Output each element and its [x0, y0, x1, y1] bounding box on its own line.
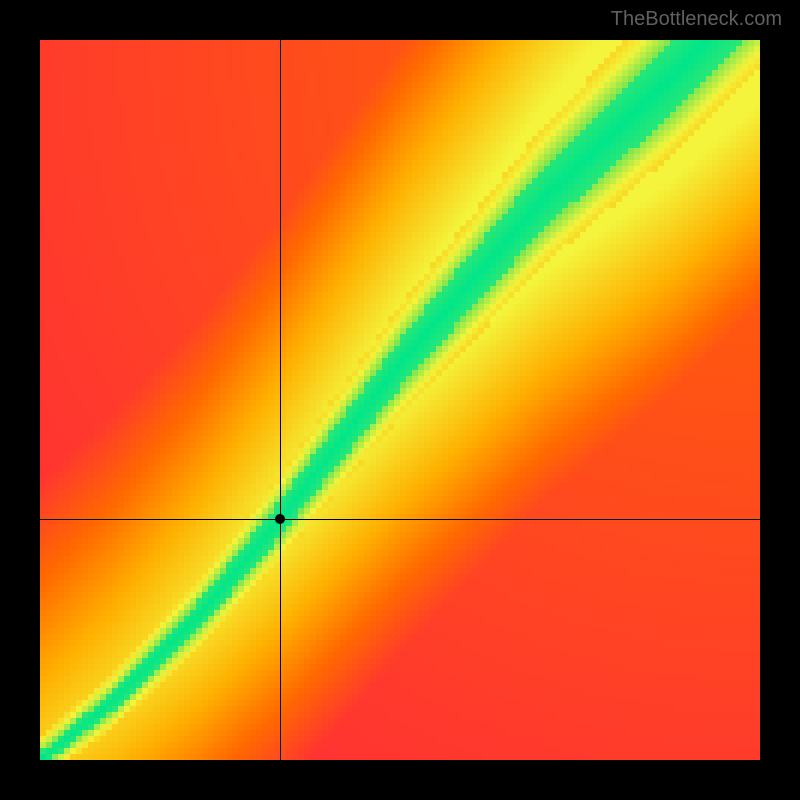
crosshair-horizontal — [40, 519, 760, 520]
crosshair-marker — [275, 514, 285, 524]
heatmap-plot — [40, 40, 760, 760]
watermark-text: TheBottleneck.com — [611, 8, 782, 31]
heatmap-canvas — [40, 40, 760, 760]
crosshair-vertical — [280, 40, 281, 760]
